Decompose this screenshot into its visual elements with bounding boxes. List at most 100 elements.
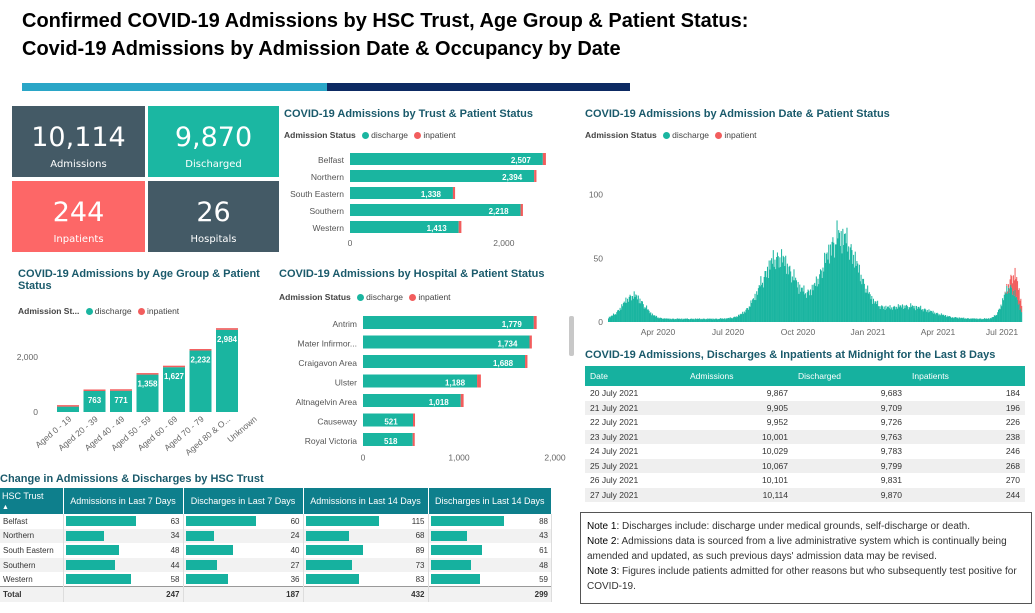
bar-discharge[interactable] (350, 170, 535, 182)
bar-discharge[interactable] (189, 350, 212, 412)
col-header-discharged[interactable]: Discharged (793, 366, 907, 386)
legend-inpatient[interactable]: inpatient (147, 306, 180, 316)
kpi-inpatients[interactable]: 244 Inpatients (12, 181, 145, 252)
bar-inpatient[interactable] (136, 373, 159, 375)
bar-discharge[interactable] (363, 316, 534, 329)
legend-inpatient[interactable]: inpatient (423, 130, 456, 140)
col-header-admissions[interactable]: Admissions (685, 366, 793, 386)
table-row[interactable]: 27 July 2021 10,114 9,870 244 (585, 487, 1025, 502)
bar-discharge[interactable] (363, 355, 526, 368)
bar-discharge[interactable] (363, 433, 413, 446)
col-header-dis7[interactable]: Discharges in Last 7 Days (183, 488, 304, 514)
date-bar-inpatient (1004, 291, 1006, 293)
col-header-adm14[interactable]: Admissions in Last 14 Days (303, 488, 429, 514)
date-bar-discharge (621, 304, 623, 322)
bar-discharge[interactable] (136, 374, 159, 412)
legend-inpatient[interactable]: inpatient (418, 292, 451, 302)
bar-inpatient[interactable] (520, 204, 523, 216)
cell-value: 115 (411, 516, 425, 526)
bar-inpatient[interactable] (412, 433, 415, 446)
date-bar-discharge (999, 309, 1001, 322)
bar-inpatient[interactable] (458, 221, 462, 233)
sort-ascending-icon[interactable]: ▲ (2, 504, 9, 511)
legend-discharge[interactable]: discharge (672, 130, 710, 140)
bar-discharge[interactable] (83, 390, 106, 412)
bar-discharge[interactable] (363, 374, 478, 388)
table-row[interactable]: Belfast 63 60 115 88 (0, 514, 552, 529)
bar-discharge[interactable] (350, 221, 459, 233)
col-header-inpatients[interactable]: Inpatients (907, 366, 1025, 386)
table-row[interactable]: 21 July 2021 9,905 9,709 196 (585, 400, 1025, 415)
bar-inpatient[interactable] (529, 335, 532, 349)
bar-discharge[interactable] (110, 390, 132, 412)
date-bar-discharge (937, 313, 939, 322)
kpi-hospitals[interactable]: 26 Hospitals (148, 181, 279, 252)
bar-discharge[interactable] (163, 367, 185, 412)
date-chart[interactable]: 100 50 0 Apr 2020 Jul 2020 Oct 2020 Jan 2021 Ap… (580, 150, 1030, 345)
date-bar-discharge (694, 319, 696, 322)
bar-inpatient[interactable] (413, 413, 416, 427)
date-bar-discharge (940, 315, 942, 322)
bar-inpatient[interactable] (534, 170, 537, 182)
table-row[interactable]: 26 July 2021 10,101 9,831 270 (585, 473, 1025, 488)
bar-inpatient[interactable] (57, 405, 79, 407)
table-row[interactable]: Northern 34 24 68 43 (0, 528, 552, 544)
x-tick-label: Jan 2021 (851, 327, 886, 337)
date-bar-discharge (950, 317, 952, 322)
table-row[interactable]: South Eastern 48 40 89 61 (0, 543, 552, 558)
bar-inpatient[interactable] (533, 316, 537, 329)
bar-inpatient[interactable] (477, 374, 481, 388)
legend-discharge[interactable]: discharge (371, 130, 409, 140)
date-bar-discharge (754, 293, 756, 322)
date-bar-discharge (998, 308, 1000, 322)
kpi-discharged[interactable]: 9,870 Discharged (148, 106, 279, 177)
table-row[interactable]: 23 July 2021 10,001 9,763 238 (585, 429, 1025, 444)
bar-discharge[interactable] (350, 153, 543, 165)
bar-discharge[interactable] (363, 413, 414, 427)
col-header-trust[interactable]: HSC Trust ▲ (0, 488, 64, 514)
cell-value: 59 (539, 574, 548, 584)
bar-inpatient[interactable] (110, 389, 132, 391)
bar-inpatient[interactable] (83, 389, 106, 391)
col-header-date[interactable]: Date (585, 366, 685, 386)
table-row[interactable]: 22 July 2021 9,952 9,726 226 (585, 415, 1025, 430)
bar-discharge[interactable] (350, 187, 453, 199)
table-row[interactable]: 25 July 2021 10,067 9,799 268 (585, 458, 1025, 473)
date-bar-discharge (927, 312, 929, 322)
hospital-chart[interactable]: Antrim 1,779 Mater Infirmor... 1,734 Craigav… (276, 312, 572, 474)
legend-inpatient[interactable]: inpatient (724, 130, 757, 140)
date-bar-discharge (627, 298, 629, 322)
hospital-chart-scrollbar[interactable] (569, 316, 574, 356)
bar-inpatient[interactable] (542, 153, 546, 165)
bar-discharge[interactable] (363, 394, 461, 407)
date-bar-discharge (792, 280, 794, 322)
bar-discharge[interactable] (57, 406, 79, 412)
table-row[interactable]: Southern 44 27 73 48 (0, 557, 552, 573)
bar-discharge[interactable] (350, 204, 521, 216)
legend-discharge[interactable]: discharge (366, 292, 404, 302)
col-header-dis14[interactable]: Discharges in Last 14 Days (428, 488, 552, 514)
table-row[interactable]: Western 58 36 83 59 (0, 572, 552, 587)
legend-discharge[interactable]: discharge (94, 306, 132, 316)
table-row[interactable]: 24 July 2021 10,029 9,783 246 (585, 444, 1025, 459)
table-row[interactable]: 20 July 2021 9,867 9,683 184 (585, 386, 1025, 401)
bar-inpatient[interactable] (460, 394, 464, 407)
bar-discharge[interactable] (363, 335, 530, 349)
bar-inpatient[interactable] (525, 355, 528, 368)
date-bar-discharge (783, 257, 785, 322)
bar-discharge[interactable] (216, 329, 238, 412)
date-bar-discharge (834, 257, 836, 322)
bar-category-label: Altnagelvin Area (296, 397, 358, 407)
data-bar (185, 516, 257, 526)
bar-inpatient[interactable] (452, 187, 456, 199)
bar-inpatient[interactable] (189, 349, 212, 351)
kpi-admissions[interactable]: 10,114 Admissions (12, 106, 145, 177)
col-header-adm7[interactable]: Admissions in Last 7 Days (63, 488, 184, 514)
bar-inpatient[interactable] (216, 328, 238, 330)
date-bar-discharge (752, 299, 754, 322)
trust-chart[interactable]: Belfast 2,507 Northern 2,394 South Eastern 1,… (280, 150, 570, 265)
inpatient-dot-icon (715, 132, 723, 139)
date-bar-discharge (843, 245, 845, 322)
bar-inpatient[interactable] (163, 365, 185, 368)
